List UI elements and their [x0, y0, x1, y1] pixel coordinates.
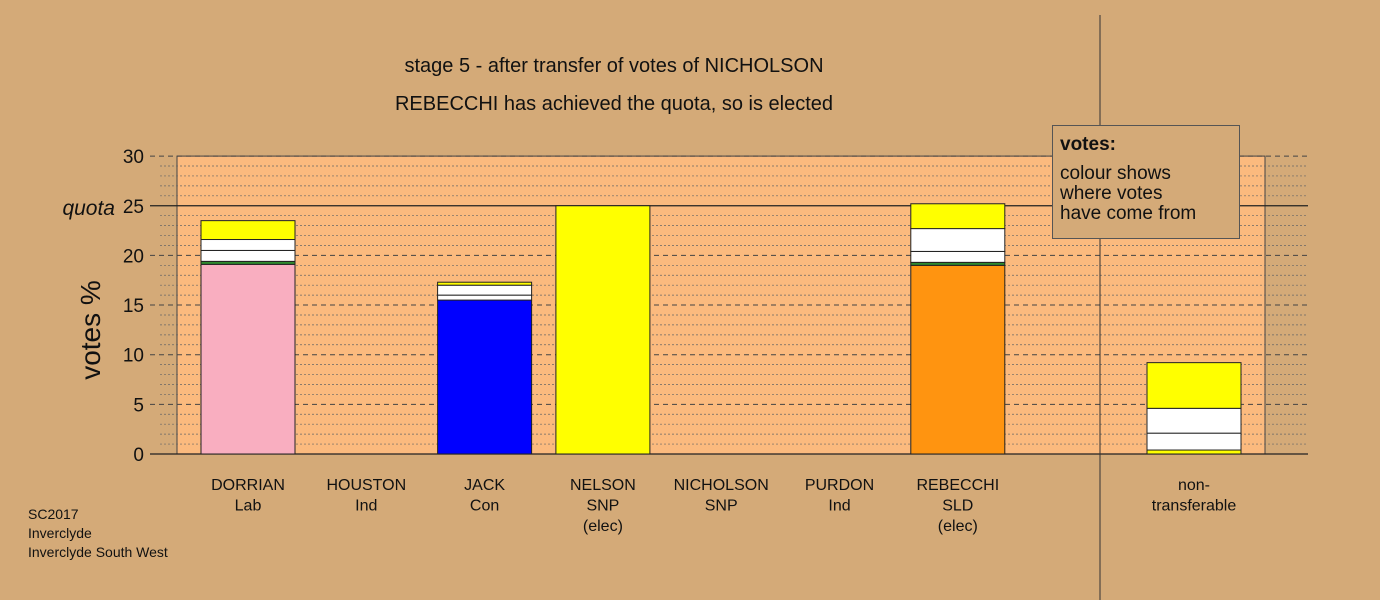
- candidate-label: DORRIAN: [211, 477, 285, 494]
- legend-line-1: colour shows: [1060, 163, 1171, 184]
- footer-line-3: Inverclyde South West: [28, 544, 168, 560]
- bar-nelson-segment: [555, 205, 651, 455]
- candidate-label: Lab: [235, 498, 262, 515]
- y-tick-label: 20: [123, 246, 144, 267]
- legend-line-2: where votes: [1060, 183, 1163, 204]
- bar-jack-segment: [437, 299, 533, 455]
- candidate-label: (elec): [938, 518, 978, 535]
- candidate-label: NELSON: [570, 477, 636, 494]
- bar-nontransferable-segment: [1146, 432, 1242, 451]
- footer: SC2017 Inverclyde Inverclyde South West: [28, 505, 168, 562]
- candidate-label: Ind: [828, 498, 850, 515]
- candidate-label: SLD: [942, 498, 973, 515]
- bar-rebecchi-segment: [910, 228, 1006, 252]
- candidate-label: PURDON: [805, 477, 874, 494]
- y-axis: 0 5 10 15 20 25 30: [123, 147, 144, 466]
- bar-nontransferable-segment: [1146, 362, 1242, 409]
- bar-nontransferable-segment: [1146, 449, 1242, 455]
- candidate-label: Ind: [355, 498, 377, 515]
- y-tick-label: 25: [123, 197, 144, 218]
- candidate-label: NICHOLSON: [674, 477, 769, 494]
- chart-title: stage 5 - after transfer of votes of NIC…: [404, 55, 823, 77]
- y-tick-label: 0: [133, 445, 144, 466]
- bar-dorrian-segment: [200, 239, 296, 251]
- bars: [200, 203, 1242, 455]
- quota-label: quota: [62, 197, 115, 220]
- legend-line-3: have come from: [1060, 203, 1197, 224]
- y-tick-label: 15: [123, 296, 144, 317]
- bar-rebecchi-segment: [910, 264, 1006, 455]
- candidate-label: JACK: [464, 477, 505, 494]
- bar-jack-segment: [437, 281, 533, 286]
- footer-line-2: Inverclyde: [28, 525, 92, 541]
- bar-dorrian-segment: [200, 249, 296, 262]
- bar-rebecchi-segment: [910, 203, 1006, 230]
- bar-dorrian-segment: [200, 220, 296, 241]
- chart-subtitle: REBECCHI has achieved the quota, so is e…: [395, 93, 833, 115]
- bar-jack-segment: [437, 284, 533, 296]
- candidate-label: SNP: [586, 498, 619, 515]
- y-axis-label: votes %: [75, 280, 106, 380]
- candidate-label: Con: [470, 498, 499, 515]
- bar-nontransferable-segment: [1146, 407, 1242, 434]
- bar-rebecchi-segment: [910, 250, 1006, 263]
- legend-box: votes: colour shows where votes have com…: [1052, 125, 1240, 239]
- legend-title: votes:: [1060, 134, 1116, 155]
- bar-dorrian-segment: [200, 263, 296, 455]
- bar-jack-segment: [437, 294, 533, 301]
- candidate-labels: DORRIAN Lab HOUSTON Ind JACK Con NELSON SNP (ele…: [211, 477, 1236, 535]
- footer-line-1: SC2017: [28, 506, 79, 522]
- y-tick-label: 5: [133, 395, 144, 416]
- nontransferable-label: transferable: [1152, 498, 1237, 515]
- y-tick-label: 10: [123, 346, 144, 367]
- nontransferable-label: non-: [1178, 477, 1210, 494]
- candidate-label: (elec): [583, 518, 623, 535]
- candidate-label: REBECCHI: [916, 477, 999, 494]
- y-tick-label: 30: [123, 147, 144, 168]
- candidate-label: SNP: [705, 498, 738, 515]
- candidate-label: HOUSTON: [326, 477, 406, 494]
